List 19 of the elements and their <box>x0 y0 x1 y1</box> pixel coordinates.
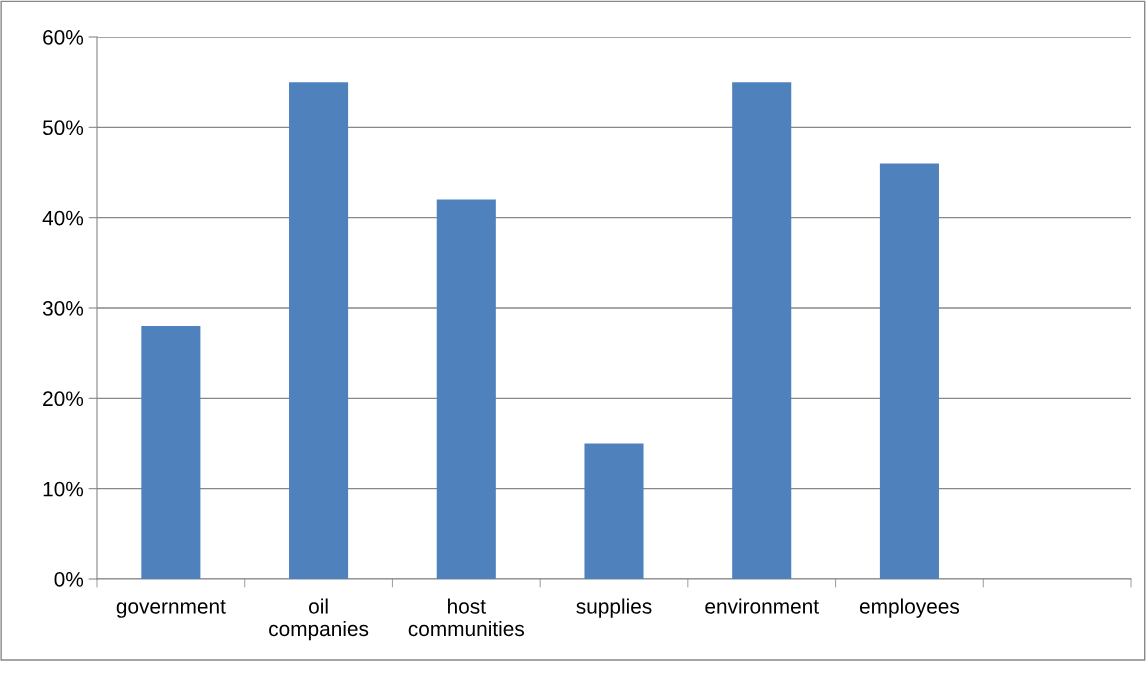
x-tick-label: supplies <box>576 598 652 618</box>
bar <box>436 199 496 579</box>
x-tick-label: oil companies <box>269 598 369 641</box>
y-tick-label: 0% <box>54 572 84 587</box>
x-tick-label: employees <box>859 598 960 618</box>
bar <box>879 163 939 579</box>
y-tick-label: 40% <box>42 210 84 226</box>
y-tick-label: 20% <box>43 391 84 407</box>
x-tick-label: environment <box>705 598 819 614</box>
bar <box>141 326 201 579</box>
x-tick-label: host communities <box>408 598 524 637</box>
y-tick-label: 50% <box>42 120 84 136</box>
y-tick-label: 30% <box>42 301 84 316</box>
bar <box>289 82 349 579</box>
x-tick-label: government <box>116 600 226 618</box>
y-tick-label: 10% <box>43 481 84 497</box>
bar <box>584 443 644 579</box>
y-tick-label: 60% <box>43 30 84 45</box>
bar <box>732 82 792 579</box>
